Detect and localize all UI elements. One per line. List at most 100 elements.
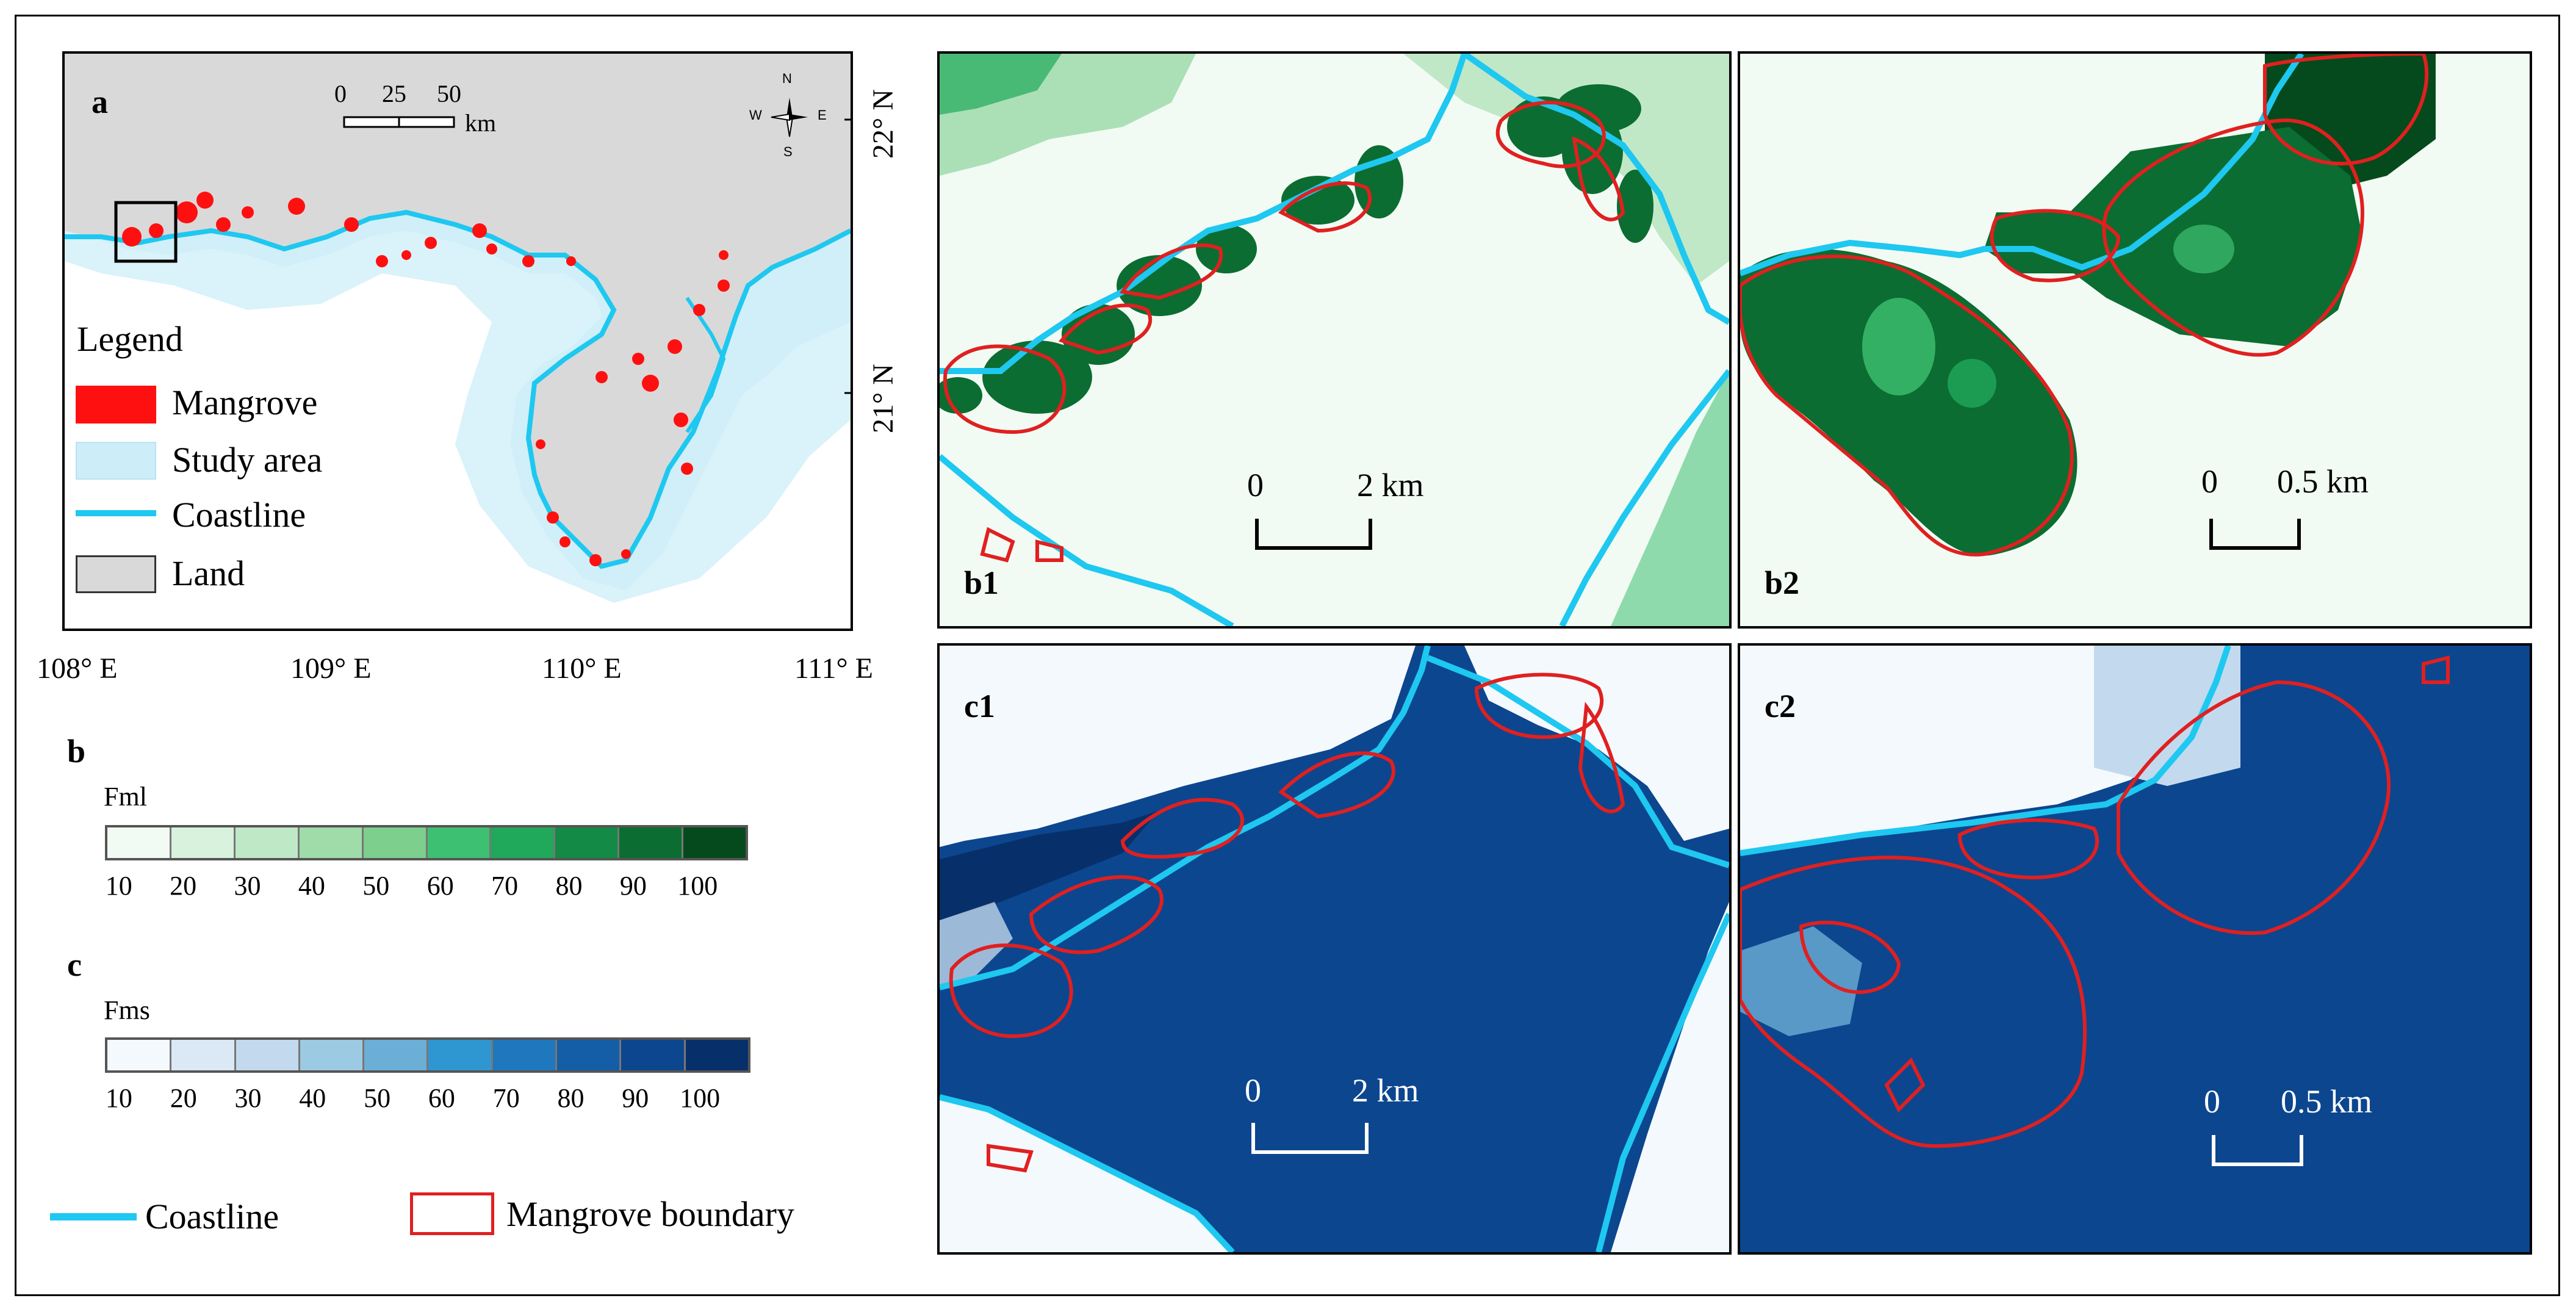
lat-label-21n: 21° N: [867, 364, 899, 433]
panel-c1-label: c1: [964, 688, 995, 724]
b1-scale-zero: 0: [1247, 467, 1264, 503]
colorbar_b-tick-80: 80: [555, 871, 583, 901]
colorbar_c-cell-6: [492, 1040, 558, 1070]
c1-scale-zero: 0: [1245, 1072, 1261, 1109]
legend-mangrove-swatch: [76, 386, 156, 424]
b2-scale-bar: [2209, 519, 2301, 550]
colorbar_b-cell-9: [683, 827, 746, 858]
bottom-boundary-swatch: [410, 1192, 494, 1235]
lat-label-22n: 22° N: [867, 89, 899, 159]
colorbar_b-cell-7: [555, 827, 620, 858]
land-area: [65, 54, 851, 566]
colorbar_c-cell-3: [300, 1040, 365, 1070]
colorbar_b-tick-10: 10: [105, 871, 132, 901]
c1-scale-end: 2 km: [1352, 1072, 1419, 1109]
compass-e: E: [818, 107, 827, 123]
colorbar_c-tick-50: 50: [364, 1083, 391, 1113]
b2-scale-end: 0.5 km: [2277, 463, 2369, 500]
overview-map-graphic: [65, 54, 851, 629]
scale-tick-0: 0: [334, 80, 347, 107]
colorbar_c-tick-20: 20: [170, 1083, 197, 1113]
colorbar_b-cell-3: [299, 827, 364, 858]
colorbar_c-cell-9: [685, 1040, 748, 1070]
b1-scale-bar: [1255, 519, 1372, 550]
colorbar_b-cell-6: [491, 827, 556, 858]
c1-raster: [940, 646, 1729, 1252]
colorbar_c-tick-10: 10: [105, 1083, 132, 1113]
legend-title: Legend: [77, 319, 183, 359]
colorbar-c: [105, 1037, 750, 1073]
colorbar-b-title: Fml: [104, 782, 147, 812]
colorbar_b-tick-100: 100: [677, 871, 718, 901]
panel-a-map: a 0 25 50 km N S W E Legend Mangrove Stu…: [62, 51, 853, 631]
colorbar_c-tick-100: 100: [680, 1083, 721, 1113]
colorbar_b-cell-8: [619, 827, 684, 858]
scale-tick-50: 50: [437, 80, 461, 107]
c2-scale-bar: [2212, 1135, 2303, 1166]
colorbar_c-tick-70: 70: [492, 1083, 520, 1113]
bottom-boundary-label: Mangrove boundary: [506, 1194, 794, 1234]
colorbar_b-cell-2: [235, 827, 300, 858]
colorbar_c-tick-90: 90: [622, 1083, 649, 1113]
lon-label-109: 109° E: [290, 652, 372, 685]
lon-label-108: 108° E: [37, 652, 118, 685]
b1-raster: [940, 54, 1729, 626]
colorbar_c-tick-80: 80: [557, 1083, 585, 1113]
scale-tick-25: 25: [382, 80, 406, 107]
colorbar-b: [105, 825, 748, 860]
colorbar_b-cell-0: [107, 827, 171, 858]
mangrove-patches: [122, 192, 730, 566]
panel-c1-map: c1 0 2 km: [937, 643, 1732, 1255]
legend-coastline-swatch: [76, 510, 156, 516]
colorbar_c-cell-0: [107, 1040, 172, 1070]
colorbar_b-tick-50: 50: [362, 871, 390, 901]
panel-b1-label: b1: [964, 564, 999, 601]
colorbar_c-tick-60: 60: [428, 1083, 455, 1113]
colorbar_b-tick-20: 20: [170, 871, 197, 901]
colorbar_b-cell-5: [427, 827, 492, 858]
scale-unit: km: [465, 109, 497, 137]
colorbar_c-cell-4: [364, 1040, 429, 1070]
colorbar_b-cell-1: [171, 827, 236, 858]
compass-w: W: [749, 107, 762, 123]
panel-c2-map: c2 0 0.5 km: [1738, 643, 2532, 1255]
c2-raster: [1740, 646, 2530, 1252]
legend-coastline-label: Coastline: [172, 495, 306, 535]
colorbar_c-cell-7: [557, 1040, 622, 1070]
colorbar_b-tick-70: 70: [491, 871, 519, 901]
bottom-coastline-swatch: [50, 1213, 137, 1220]
colorbar_c-tick-30: 30: [234, 1083, 262, 1113]
compass-n: N: [782, 71, 792, 86]
map-scale-bar: [343, 116, 455, 128]
colorbar_b-tick-40: 40: [298, 871, 325, 901]
compass-s: S: [783, 144, 793, 159]
lon-label-110: 110° E: [542, 652, 622, 685]
panel-b2-map: b2 0 0.5 km: [1738, 51, 2532, 629]
study-area: [65, 212, 851, 591]
colorbar-b-section-label: b: [67, 733, 86, 770]
colorbar_c-cell-1: [171, 1040, 236, 1070]
colorbar-c-title: Fms: [104, 995, 150, 1025]
colorbar_c-cell-2: [236, 1040, 300, 1070]
legend-land-swatch: [76, 555, 156, 593]
panel-a-label: a: [92, 84, 108, 120]
c2-scale-end: 0.5 km: [2281, 1083, 2373, 1120]
panel-b2-label: b2: [1765, 564, 1800, 601]
panel-b1-map: b1 0 2 km: [937, 51, 1732, 629]
colorbar_c-cell-8: [621, 1040, 686, 1070]
legend-mangrove-label: Mangrove: [172, 383, 318, 422]
legend-land-label: Land: [172, 553, 245, 593]
colorbar_b-tick-30: 30: [234, 871, 261, 901]
b2-scale-zero: 0: [2201, 463, 2218, 500]
colorbar_b-tick-90: 90: [619, 871, 647, 901]
colorbar_c-cell-5: [428, 1040, 493, 1070]
panel-c2-label: c2: [1765, 688, 1796, 724]
north-arrow-icon: [771, 98, 808, 137]
c2-scale-zero: 0: [2204, 1083, 2220, 1120]
inset-box: [114, 201, 178, 263]
colorbar-c-section-label: c: [67, 946, 82, 983]
colorbar_b-tick-60: 60: [426, 871, 454, 901]
b2-raster: [1740, 54, 2530, 626]
lon-label-111: 111° E: [794, 652, 873, 685]
figure-frame: [15, 15, 2560, 1296]
